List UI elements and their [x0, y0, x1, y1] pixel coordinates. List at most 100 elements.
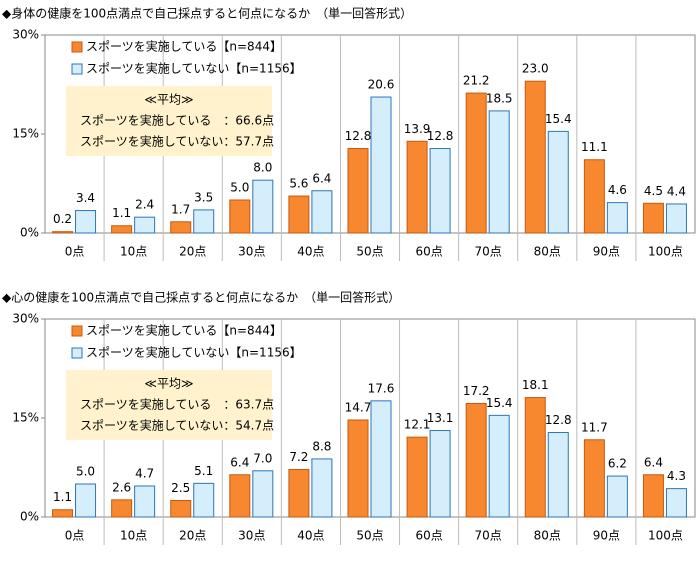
x-tick-label: 80点 — [534, 245, 561, 259]
x-tick-label: 90点 — [593, 529, 620, 543]
x-tick-label: 70点 — [475, 529, 502, 543]
bar — [134, 216, 156, 234]
y-tick-label: 15% — [12, 411, 39, 425]
bar — [524, 397, 546, 518]
bar — [75, 483, 97, 518]
bar — [583, 439, 605, 518]
value-label: 4.3 — [667, 469, 686, 483]
bar — [311, 458, 333, 518]
value-label: 0.2 — [53, 212, 72, 226]
bar — [347, 419, 369, 518]
bar — [465, 92, 487, 234]
y-tick-label: 15% — [12, 127, 39, 141]
x-tick-label: 70点 — [475, 245, 502, 259]
value-label: 7.2 — [289, 450, 308, 464]
value-label: 6.4 — [644, 455, 663, 469]
value-label: 3.4 — [76, 191, 95, 205]
bar — [524, 80, 546, 234]
x-tick-label: 20点 — [179, 529, 206, 543]
legend-label: スポーツを実施していない【n=1156】 — [86, 345, 302, 360]
value-label: 8.8 — [312, 439, 331, 453]
legend-label: スポーツを実施していない【n=1156】 — [86, 61, 302, 76]
value-label: 4.5 — [644, 184, 663, 198]
bar — [547, 130, 569, 234]
value-label: 5.1 — [194, 464, 213, 478]
value-label: 20.6 — [368, 78, 395, 92]
y-tick-label: 0% — [20, 510, 39, 524]
x-tick-label: 50点 — [356, 529, 383, 543]
annotation: スポーツを実施している ：66.6点 — [80, 113, 274, 128]
x-tick-label: 40点 — [297, 245, 324, 259]
x-tick-label: 100点 — [648, 245, 683, 259]
bar — [170, 500, 192, 518]
x-tick-label: 100点 — [648, 529, 683, 543]
bar — [406, 436, 428, 518]
bar — [229, 199, 251, 234]
bar — [665, 488, 687, 518]
bar — [193, 209, 215, 234]
bar — [642, 202, 664, 234]
bar — [311, 190, 333, 234]
bar — [134, 485, 156, 518]
bar — [547, 432, 569, 518]
value-label: 11.1 — [581, 140, 608, 154]
y-tick-label: 30% — [12, 28, 39, 42]
average-box — [66, 86, 272, 156]
bar — [606, 202, 628, 234]
value-label: 1.7 — [171, 202, 190, 216]
legend-swatch — [71, 63, 83, 75]
value-label: 17.2 — [463, 384, 490, 398]
value-label: 5.0 — [76, 465, 95, 479]
bar — [488, 110, 510, 234]
bar — [488, 414, 510, 518]
value-label: 6.2 — [608, 457, 627, 471]
bar — [642, 474, 664, 518]
value-label: 6.4 — [312, 171, 331, 185]
value-label: 15.4 — [545, 112, 572, 126]
value-label: 12.8 — [427, 129, 454, 143]
value-label: 12.8 — [345, 129, 372, 143]
annotation: ≪平均≫ — [144, 93, 193, 107]
value-label: 13.1 — [427, 411, 454, 425]
annotation: スポーツを実施していない：54.7点 — [80, 418, 274, 433]
value-label: 1.1 — [53, 490, 72, 504]
bar — [252, 179, 274, 234]
value-label: 2.5 — [171, 481, 190, 495]
x-tick-label: 40点 — [297, 529, 324, 543]
bar — [583, 159, 605, 234]
x-tick-label: 90点 — [593, 245, 620, 259]
annotation: ≪平均≫ — [144, 377, 193, 391]
bar — [429, 430, 451, 518]
x-tick-label: 0点 — [65, 529, 85, 543]
value-label: 4.6 — [608, 183, 627, 197]
annotation: スポーツを実施していない：57.7点 — [80, 134, 274, 149]
y-tick-label: 0% — [20, 226, 39, 240]
bar — [288, 195, 310, 234]
average-box — [66, 370, 272, 440]
x-tick-label: 80点 — [534, 529, 561, 543]
value-label: 5.0 — [230, 181, 249, 195]
bar — [111, 225, 133, 234]
bar — [429, 148, 451, 234]
legend-swatch — [71, 347, 83, 359]
value-label: 2.4 — [135, 198, 154, 212]
value-label: 8.0 — [253, 161, 272, 175]
x-tick-label: 50点 — [356, 245, 383, 259]
value-label: 15.4 — [486, 396, 513, 410]
value-label: 11.7 — [581, 420, 608, 434]
value-label: 5.6 — [289, 177, 308, 191]
value-label: 18.1 — [522, 378, 549, 392]
bar — [170, 221, 192, 234]
value-label: 13.9 — [404, 122, 431, 136]
bar — [52, 509, 74, 518]
x-tick-label: 30点 — [238, 245, 265, 259]
bar — [288, 468, 310, 518]
bar — [370, 400, 392, 518]
bar — [229, 474, 251, 518]
x-tick-label: 10点 — [120, 529, 147, 543]
value-label: 6.4 — [230, 455, 249, 469]
bar — [406, 140, 428, 234]
value-label: 1.1 — [112, 206, 131, 220]
value-label: 17.6 — [368, 381, 395, 395]
